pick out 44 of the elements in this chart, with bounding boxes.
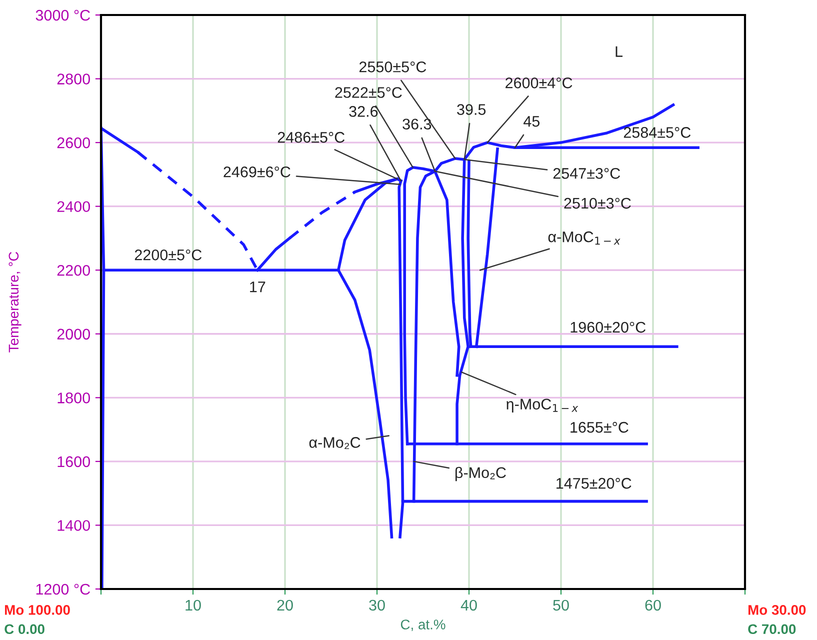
y-tick-label: 2600 [57, 137, 90, 148]
annotation: 2550±5°C [359, 62, 426, 72]
annotation: 17 [250, 282, 266, 292]
text: C 0.00 [4, 624, 44, 634]
annotation: 1475±20°C [556, 478, 632, 489]
annotation: β-Mo₂C [455, 466, 506, 482]
annotation: 2200±5°C [134, 250, 202, 260]
annotation: 45 [524, 116, 540, 127]
y-tick-label: 2800 [57, 74, 90, 84]
y-tick-label: 2400 [57, 201, 90, 212]
x-tick-label: 30 [369, 600, 385, 611]
annotation: 2486±5°C [278, 132, 345, 143]
annotation: η-MoC$_{1−x}$ [506, 398, 578, 413]
x-tick-label: 10 [186, 600, 201, 611]
annotation: α-Mo₂C [309, 437, 360, 450]
y-tick-label: 1800 [58, 392, 90, 404]
y-tick-label: 2000 [57, 328, 90, 340]
annotation: α-MoC$_{1−x}$ [548, 231, 620, 245]
annotation: 36.3 [402, 118, 432, 130]
y-tick-label: 1600 [58, 456, 90, 468]
x-tick-label: 50 [553, 600, 569, 611]
annotation: L [616, 46, 623, 57]
x-tick-label: 60 [645, 600, 661, 611]
annotation: 2547±3°C [553, 168, 620, 179]
annotation: 2510±3°C [564, 198, 631, 209]
annotation: 1960±20°C [570, 322, 646, 333]
x-tick-label: 20 [277, 600, 293, 611]
y-tick-label: 3000 °C [36, 10, 90, 21]
y-axis-title: Temperature, °C [8, 252, 22, 352]
text: Mo 30.00 [748, 605, 806, 615]
annotation: 39.5 [457, 104, 486, 115]
text: Mo 100.00 [5, 605, 70, 615]
y-tick-label: 1200 °C [36, 584, 90, 595]
x-tick-label: 40 [460, 600, 477, 611]
annotation: 2584±5°C [624, 127, 691, 138]
x-axis-title: C, at.% [400, 620, 446, 632]
annotation: 2469±6°C [224, 166, 290, 178]
annotation: 1655±°C [570, 422, 628, 433]
annotation: 2522±5°C [335, 87, 402, 98]
annotation: 32.6 [349, 106, 378, 117]
y-tick-label: 1400 [58, 520, 90, 531]
annotation: 2600±4°C [506, 78, 572, 88]
text: C 70.00 [748, 624, 796, 634]
y-tick-label: 2200 [57, 264, 90, 276]
